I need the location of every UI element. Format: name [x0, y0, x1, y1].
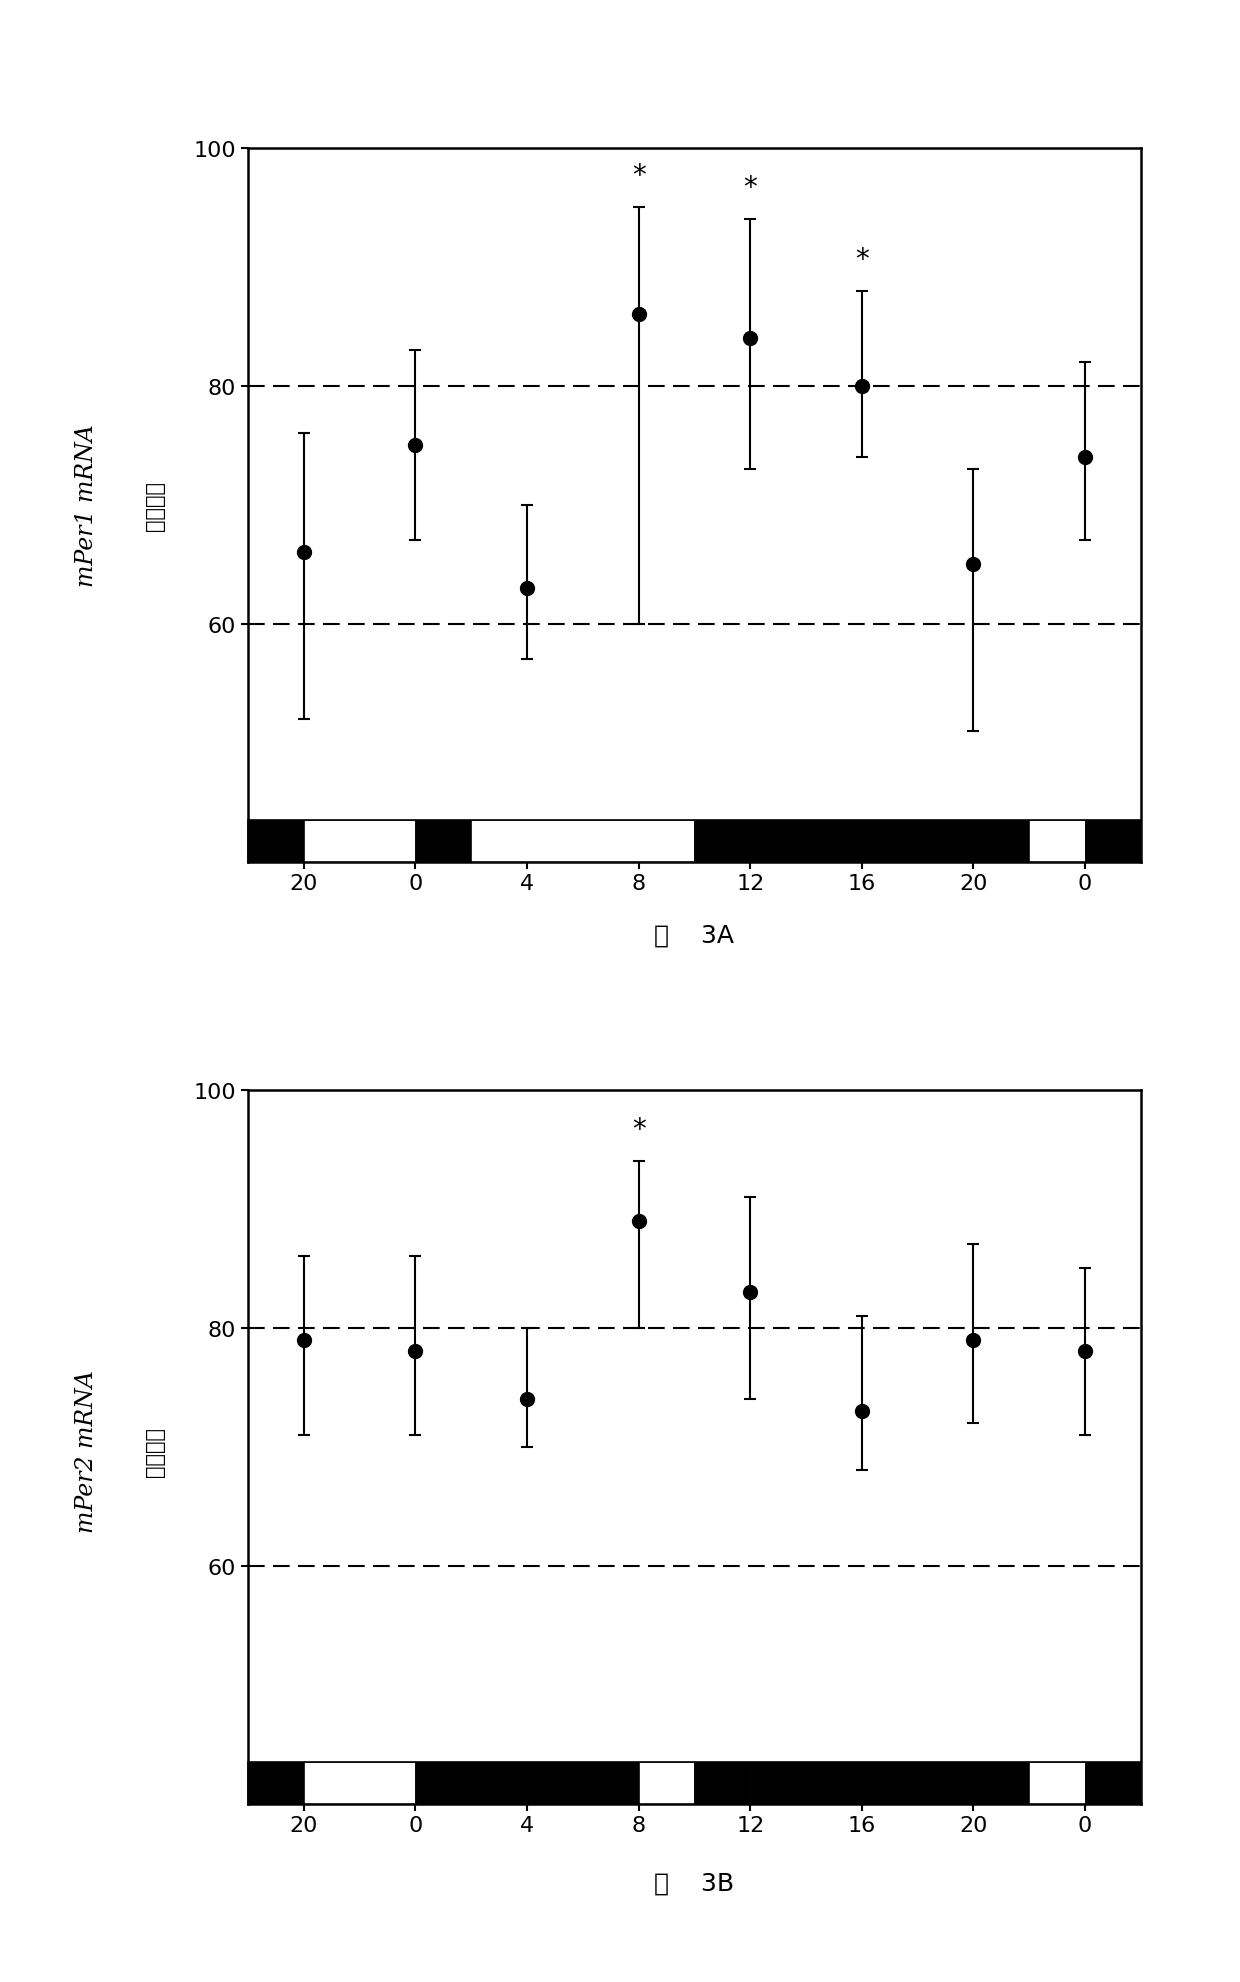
Text: 的相对量: 的相对量 — [145, 480, 165, 531]
Bar — [1029, 1762, 1085, 1804]
Bar — [694, 821, 1029, 862]
Bar — [415, 1762, 639, 1804]
Bar — [1029, 821, 1085, 862]
Bar — [248, 1762, 304, 1804]
Text: *: * — [631, 163, 646, 190]
Bar — [304, 1762, 415, 1804]
Bar — [471, 821, 694, 862]
Text: 图    3B: 图 3B — [655, 1871, 734, 1895]
Text: *: * — [854, 246, 869, 274]
Bar — [750, 1762, 1029, 1804]
Bar — [248, 821, 1141, 862]
Bar — [248, 821, 304, 862]
Bar — [415, 821, 471, 862]
Bar — [1085, 1762, 1141, 1804]
Text: 的相对量: 的相对量 — [145, 1425, 165, 1477]
Text: *: * — [631, 1116, 646, 1144]
Text: mPer2 mRNA: mPer2 mRNA — [76, 1370, 98, 1532]
Text: 图    3A: 图 3A — [655, 924, 734, 947]
Text: *: * — [743, 174, 758, 202]
Bar — [694, 1762, 750, 1804]
Bar — [639, 1762, 694, 1804]
Bar — [1085, 821, 1141, 862]
Bar — [248, 1762, 1141, 1804]
Bar — [304, 821, 415, 862]
Text: mPer1 mRNA: mPer1 mRNA — [76, 424, 98, 587]
